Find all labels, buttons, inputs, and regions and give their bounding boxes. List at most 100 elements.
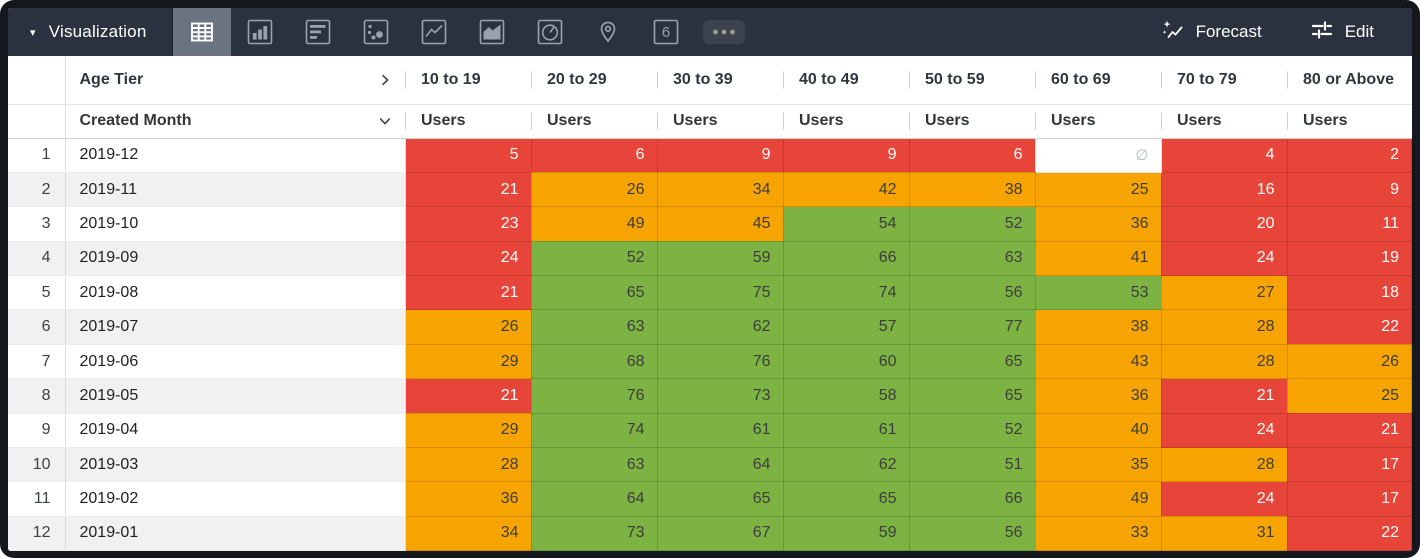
value-cell[interactable]: 63 xyxy=(530,309,658,345)
pivot-column-header[interactable]: 70 to 79 xyxy=(1161,56,1287,105)
value-cell[interactable]: 24 xyxy=(404,240,532,277)
created-month-cell[interactable]: 2019-10 xyxy=(65,206,406,242)
measure-column-header[interactable]: Users xyxy=(1287,104,1412,139)
measure-column-header[interactable]: Users xyxy=(909,104,1035,139)
created-month-cell[interactable]: 2019-01 xyxy=(65,516,406,551)
value-cell[interactable]: 52 xyxy=(530,240,658,277)
value-cell[interactable]: 59 xyxy=(656,240,784,277)
viz-tab-bar[interactable] xyxy=(231,8,289,56)
value-cell[interactable]: 23 xyxy=(404,206,532,242)
pivot-column-header[interactable]: 40 to 49 xyxy=(783,56,909,105)
value-cell[interactable]: 2 xyxy=(1286,137,1412,173)
value-cell[interactable]: 17 xyxy=(1286,481,1412,517)
value-cell[interactable]: 18 xyxy=(1286,275,1412,311)
created-month-cell[interactable]: 2019-03 xyxy=(65,447,406,483)
value-cell[interactable]: 26 xyxy=(1286,343,1412,380)
value-cell[interactable]: 6 xyxy=(530,137,658,173)
pivot-column-header[interactable]: 80 or Above xyxy=(1287,56,1412,105)
chevron-right-icon[interactable] xyxy=(377,72,393,88)
value-cell[interactable]: 28 xyxy=(1160,309,1288,345)
value-cell[interactable]: 49 xyxy=(1034,481,1162,517)
viz-tab-area[interactable] xyxy=(463,8,521,56)
created-month-cell[interactable]: 2019-02 xyxy=(65,481,406,517)
value-cell[interactable]: 42 xyxy=(782,171,910,208)
value-cell[interactable]: 31 xyxy=(1160,515,1288,551)
value-cell[interactable]: 53 xyxy=(1034,275,1162,311)
value-cell[interactable]: 57 xyxy=(782,309,910,345)
value-cell[interactable]: 65 xyxy=(908,378,1036,414)
value-cell[interactable]: 51 xyxy=(908,447,1036,483)
value-cell[interactable]: 74 xyxy=(782,275,910,311)
value-cell[interactable]: 56 xyxy=(908,515,1036,551)
created-month-cell[interactable]: 2019-05 xyxy=(65,378,406,414)
value-cell[interactable]: 24 xyxy=(1160,481,1288,517)
pivot-column-header[interactable]: 20 to 29 xyxy=(531,56,657,105)
pivot-column-header[interactable]: 30 to 39 xyxy=(657,56,783,105)
chevron-down-icon[interactable] xyxy=(377,113,393,129)
value-cell[interactable]: 61 xyxy=(656,412,784,449)
edit-button[interactable]: Edit xyxy=(1310,18,1374,47)
value-cell[interactable]: 4 xyxy=(1160,137,1288,173)
viz-tab-map[interactable] xyxy=(579,8,637,56)
pivot-column-header[interactable]: 10 to 19 xyxy=(405,56,531,105)
value-cell[interactable]: 41 xyxy=(1034,240,1162,277)
value-cell[interactable]: 17 xyxy=(1286,447,1412,483)
measure-column-header[interactable]: Users xyxy=(405,104,531,139)
value-cell[interactable]: 35 xyxy=(1034,447,1162,483)
value-cell[interactable]: 66 xyxy=(782,240,910,277)
value-cell[interactable]: 65 xyxy=(530,275,658,311)
value-cell[interactable]: 9 xyxy=(782,137,910,173)
value-cell[interactable]: 21 xyxy=(1286,412,1412,449)
row-field-header[interactable]: Created Month xyxy=(64,104,405,139)
viz-tab-line[interactable] xyxy=(405,8,463,56)
value-cell[interactable]: 22 xyxy=(1286,309,1412,345)
value-cell[interactable]: 64 xyxy=(656,447,784,483)
value-cell[interactable]: 9 xyxy=(656,137,784,173)
value-cell[interactable]: 58 xyxy=(782,378,910,414)
pivot-field-header[interactable]: Age Tier xyxy=(64,56,405,105)
value-cell[interactable]: 43 xyxy=(1034,343,1162,380)
value-cell[interactable]: 40 xyxy=(1034,412,1162,449)
created-month-cell[interactable]: 2019-11 xyxy=(65,172,406,208)
value-cell[interactable]: 61 xyxy=(782,412,910,449)
value-cell[interactable]: 28 xyxy=(1160,447,1288,483)
created-month-cell[interactable]: 2019-07 xyxy=(65,309,406,345)
value-cell[interactable]: 29 xyxy=(404,412,532,449)
value-cell[interactable]: 45 xyxy=(656,206,784,242)
pivot-column-header[interactable]: 60 to 69 xyxy=(1035,56,1161,105)
value-cell[interactable]: 65 xyxy=(782,481,910,517)
value-cell[interactable]: 73 xyxy=(656,378,784,414)
viz-tab-table[interactable] xyxy=(173,8,232,56)
value-cell[interactable]: 16 xyxy=(1160,171,1288,208)
value-cell[interactable]: 34 xyxy=(404,515,532,551)
value-cell[interactable]: 21 xyxy=(404,275,532,311)
value-cell[interactable]: 75 xyxy=(656,275,784,311)
value-cell[interactable]: 63 xyxy=(530,447,658,483)
viz-tab-scatter[interactable] xyxy=(347,8,405,56)
value-cell[interactable]: 36 xyxy=(1034,378,1162,414)
created-month-cell[interactable]: 2019-08 xyxy=(65,275,406,311)
value-cell[interactable]: 22 xyxy=(1286,515,1412,551)
value-cell[interactable]: 74 xyxy=(530,412,658,449)
measure-column-header[interactable]: Users xyxy=(1035,104,1161,139)
viz-tab-more[interactable] xyxy=(695,8,753,56)
value-cell[interactable]: 73 xyxy=(530,515,658,551)
value-cell[interactable]: 19 xyxy=(1286,240,1412,277)
value-cell[interactable]: 76 xyxy=(656,343,784,380)
value-cell[interactable]: 59 xyxy=(782,515,910,551)
value-cell[interactable]: ∅ xyxy=(1034,137,1162,173)
value-cell[interactable]: 64 xyxy=(530,481,658,517)
created-month-cell[interactable]: 2019-12 xyxy=(65,138,406,173)
value-cell[interactable]: 27 xyxy=(1160,275,1288,311)
value-cell[interactable]: 63 xyxy=(908,240,1036,277)
value-cell[interactable]: 26 xyxy=(404,309,532,345)
value-cell[interactable]: 60 xyxy=(782,343,910,380)
value-cell[interactable]: 76 xyxy=(530,378,658,414)
value-cell[interactable]: 24 xyxy=(1160,412,1288,449)
value-cell[interactable]: 65 xyxy=(908,343,1036,380)
value-cell[interactable]: 21 xyxy=(404,171,532,208)
viz-tab-pie[interactable] xyxy=(521,8,579,56)
value-cell[interactable]: 34 xyxy=(656,171,784,208)
value-cell[interactable]: 67 xyxy=(656,515,784,551)
value-cell[interactable]: 52 xyxy=(908,206,1036,242)
